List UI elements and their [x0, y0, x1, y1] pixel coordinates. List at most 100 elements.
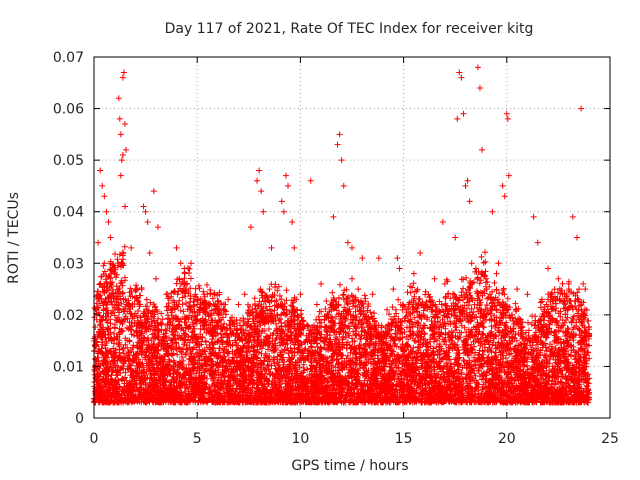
y-tick-label: 0 [75, 411, 84, 427]
dense-point-cloud-marks [91, 243, 593, 406]
data-point [285, 182, 292, 189]
data-point [121, 121, 128, 128]
data-point [340, 182, 347, 189]
x-axis-ticks: 0 5 10 15 20 25 [90, 57, 619, 447]
data-point [103, 208, 110, 215]
data-point [183, 280, 190, 287]
data-point [375, 255, 382, 262]
data-point [576, 286, 583, 293]
data-point [501, 193, 508, 200]
y-tick-label: 0.06 [53, 102, 84, 118]
data-point [258, 188, 265, 195]
data-point [119, 74, 126, 81]
data-point [278, 198, 285, 205]
data-point [474, 64, 481, 71]
data-point [318, 280, 325, 287]
data-point [120, 69, 127, 76]
data-point [101, 260, 108, 267]
data-point [260, 208, 267, 215]
data-point [173, 244, 180, 251]
data-point [503, 110, 510, 117]
dense-point-cloud [91, 243, 593, 406]
data-point [140, 203, 147, 210]
data-point [417, 249, 424, 256]
data-point [116, 115, 123, 122]
data-point [534, 239, 541, 246]
data-point [336, 131, 343, 138]
data-point [330, 213, 337, 220]
y-tick-label: 0.01 [53, 359, 84, 375]
data-point [472, 265, 479, 272]
data-point [293, 296, 300, 303]
data-point [132, 286, 139, 293]
x-tick-label: 20 [498, 431, 516, 447]
data-point [214, 306, 221, 313]
data-point [466, 198, 473, 205]
scatter-points [95, 64, 589, 313]
data-point [289, 219, 296, 226]
data-point [545, 296, 552, 303]
data-point [390, 286, 397, 293]
data-point [505, 172, 512, 179]
data-point [111, 270, 118, 277]
data-point [464, 177, 471, 184]
data-point [241, 291, 248, 298]
y-tick-label: 0.04 [53, 205, 84, 221]
data-point [559, 291, 566, 298]
data-point [565, 286, 572, 293]
data-point [545, 265, 552, 272]
x-tick-label: 25 [601, 431, 619, 447]
data-point [117, 131, 124, 138]
data-point [221, 301, 228, 308]
data-point [468, 260, 475, 267]
data-point [582, 286, 589, 293]
data-point [452, 234, 459, 241]
data-point [483, 275, 490, 282]
data-point [530, 213, 537, 220]
data-point [504, 115, 511, 122]
data-point [235, 301, 242, 308]
data-point [163, 291, 170, 298]
data-point [282, 172, 289, 179]
data-point [514, 286, 521, 293]
data-point [578, 105, 585, 112]
data-point [313, 301, 320, 308]
data-point [344, 239, 351, 246]
y-axis-ticks: 0 0.01 0.02 0.03 0.04 0.05 0.06 0.07 [53, 50, 610, 427]
data-point [119, 151, 126, 158]
data-point [291, 244, 298, 251]
data-point [349, 275, 355, 282]
data-point [369, 291, 376, 298]
data-point [462, 182, 469, 189]
data-point [115, 95, 122, 102]
data-point [122, 146, 129, 153]
data-point [144, 219, 151, 226]
data-point [454, 115, 461, 122]
data-point [458, 74, 465, 81]
data-point [105, 219, 112, 226]
plot-frame [93, 56, 611, 419]
data-point [254, 177, 261, 184]
data-point [334, 141, 341, 148]
data-point [338, 157, 345, 164]
data-point [121, 203, 128, 210]
data-point [524, 291, 531, 298]
data-point [499, 182, 506, 189]
data-point [177, 260, 184, 267]
x-tick-label: 5 [193, 431, 202, 447]
data-point [410, 270, 417, 277]
data-point [580, 280, 587, 287]
data-point [128, 244, 135, 251]
y-tick-label: 0.05 [53, 153, 84, 169]
data-point [495, 260, 502, 267]
data-point [142, 208, 149, 215]
data-point [355, 286, 362, 293]
x-tick-label: 0 [90, 431, 99, 447]
x-tick-label: 15 [395, 431, 413, 447]
y-axis-label: ROTI / TECUs [6, 192, 22, 284]
y-tick-label: 0.02 [53, 308, 84, 324]
data-point [394, 255, 401, 262]
data-point [117, 172, 124, 179]
data-point [280, 208, 287, 215]
data-point [441, 280, 448, 287]
